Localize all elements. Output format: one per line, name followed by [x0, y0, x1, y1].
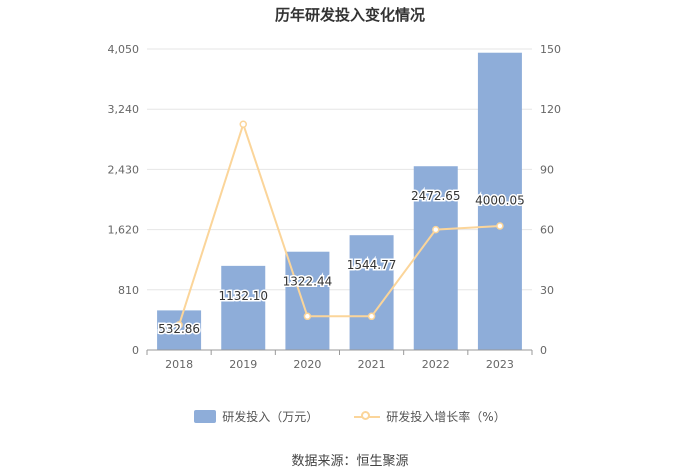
left-y-axis: 0 810 1,620 2,430 3,240 4,050	[108, 43, 140, 357]
bar	[221, 265, 266, 350]
line-point	[239, 120, 247, 128]
line-point	[303, 312, 312, 321]
chart-title: 历年研发投入变化情况	[274, 6, 425, 24]
legend: 研发投入（万元） 研发投入增长率（%）	[0, 408, 700, 425]
bar-value-label: 2472.65	[411, 189, 461, 203]
legend-item-line[interactable]: 研发投入增长率（%）	[354, 408, 506, 425]
bar-value-label: 1322.44	[283, 275, 333, 289]
x-tick-label: 2022	[422, 358, 450, 371]
data-source: 数据来源：恒生聚源	[291, 454, 409, 469]
bar	[157, 310, 202, 350]
right-tick-label: 120	[540, 103, 561, 116]
left-tick-label: 0	[132, 344, 139, 357]
x-tick-label: 2018	[165, 358, 193, 371]
bar-value-label: 1132.10	[218, 289, 268, 303]
right-tick-label: 30	[540, 284, 554, 297]
left-tick-label: 4,050	[108, 43, 140, 56]
right-tick-label: 0	[540, 344, 547, 357]
bar-value-label: 1544.77	[347, 258, 397, 272]
left-tick-label: 810	[118, 284, 139, 297]
combo-chart: 0 810 1,620 2,430 3,240 4,050 0 30 60 90 120 150 5…	[108, 43, 562, 371]
legend-bar-label: 研发投入（万元）	[222, 410, 319, 424]
line-swatch-icon	[354, 410, 381, 423]
x-tick-label: 2023	[486, 358, 514, 371]
bar	[349, 235, 394, 350]
x-tick-label: 2021	[358, 358, 386, 371]
legend-item-bar[interactable]: 研发投入（万元）	[194, 408, 318, 425]
x-tick-label: 2020	[293, 358, 321, 371]
right-tick-label: 90	[540, 163, 554, 176]
line-point	[496, 222, 504, 230]
right-y-axis: 0 30 60 90 120 150	[540, 43, 561, 357]
line-point	[175, 321, 183, 329]
left-tick-label: 3,240	[108, 103, 140, 116]
bar-data-labels: 532.86 1132.10 1322.44 1544.77 2472.65 4000.0…	[157, 188, 527, 338]
bar-value-label: 532.86	[158, 322, 200, 336]
bar-value-label: 4000.05	[475, 194, 525, 208]
line-series	[175, 120, 504, 329]
growth-line	[178, 121, 500, 326]
bar-swatch-icon	[194, 410, 217, 423]
bar	[285, 251, 330, 350]
right-tick-label: 150	[540, 43, 561, 56]
bar	[413, 166, 458, 350]
right-tick-label: 60	[540, 224, 554, 237]
bar	[477, 52, 522, 350]
left-tick-label: 2,430	[108, 163, 140, 176]
line-point	[367, 312, 376, 321]
left-tick-label: 1,620	[108, 224, 140, 237]
x-axis: 2018 2019 2020 2021 2022 2023	[146, 349, 533, 371]
bar-series	[157, 52, 522, 350]
x-tick-label: 2019	[229, 358, 257, 371]
legend-line-label: 研发投入增长率（%）	[386, 410, 506, 424]
line-point	[432, 225, 440, 234]
